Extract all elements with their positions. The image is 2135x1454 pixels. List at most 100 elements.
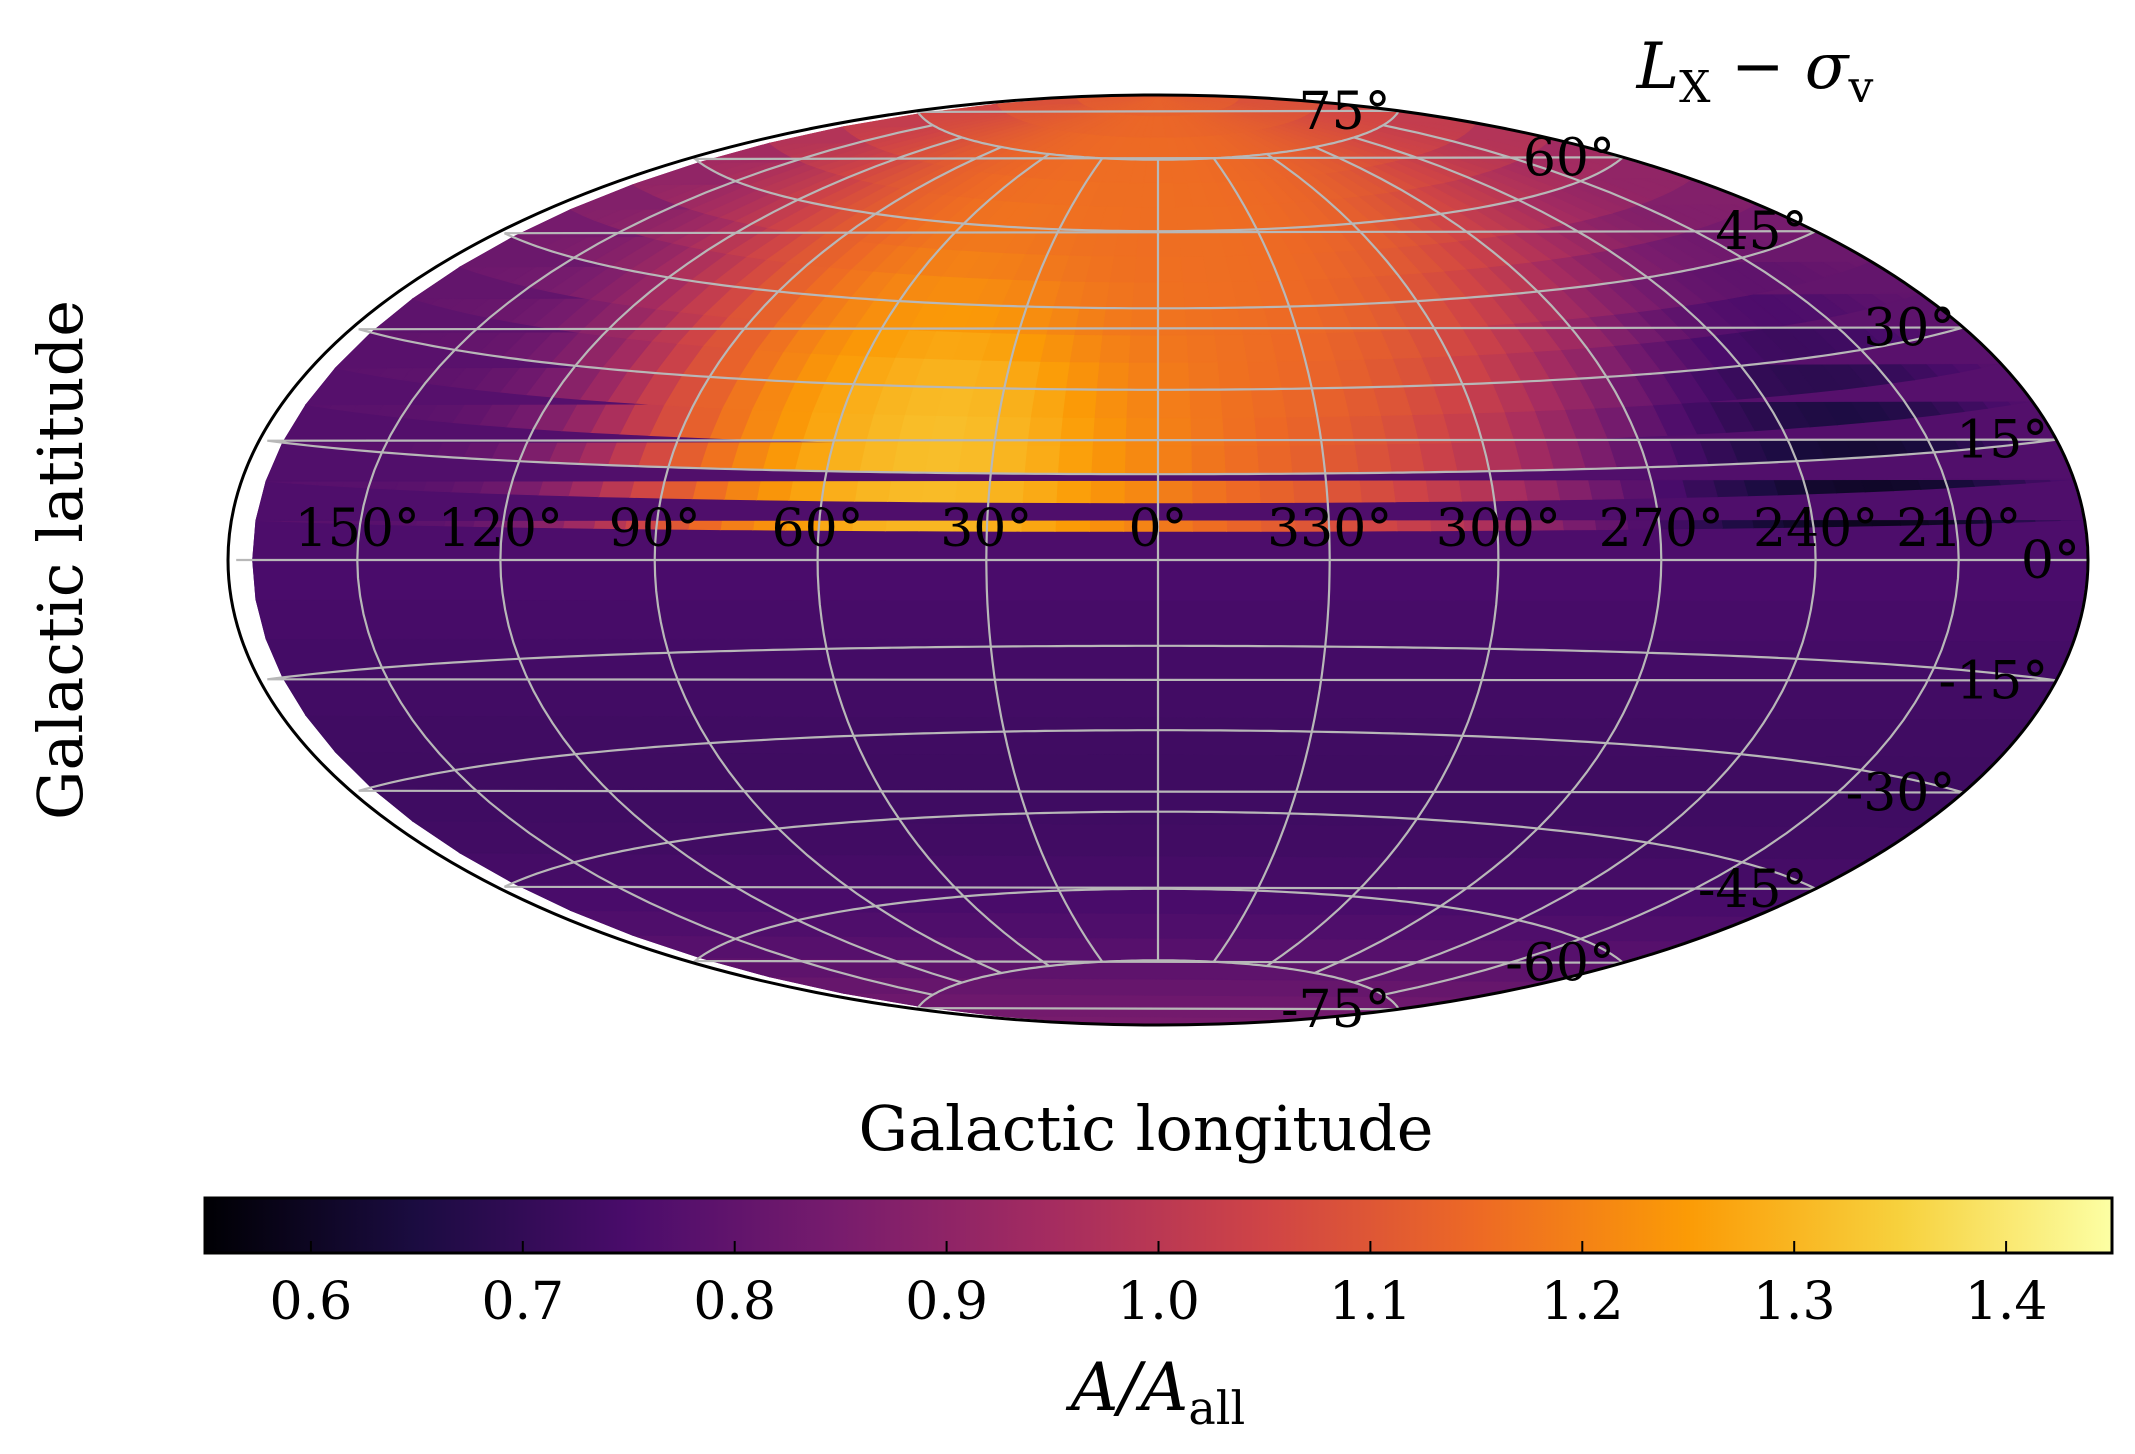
heatmap-cell — [1221, 416, 1258, 447]
latitude-tick-label: -15° — [1939, 651, 2049, 711]
colorbar-tick-label: 0.8 — [693, 1272, 776, 1332]
heatmap-cell — [1124, 417, 1159, 447]
heatmap-cell — [1095, 361, 1129, 391]
heatmap-cell — [1246, 360, 1282, 390]
latitude-tick-label: 75° — [1299, 82, 1391, 142]
heatmap-cell — [1029, 388, 1067, 418]
heatmap-cell — [1213, 333, 1248, 363]
heatmap-cell — [1093, 389, 1128, 419]
latitude-tick-label: -75° — [1281, 980, 1391, 1040]
longitude-tick-label: 90° — [609, 499, 701, 559]
heatmap-cell — [1157, 361, 1190, 391]
heatmap-cell — [1034, 360, 1070, 390]
heatmap-cell — [1321, 443, 1359, 474]
heatmap-cell — [1157, 307, 1187, 336]
colorbar-tick-label: 1.1 — [1329, 1272, 1412, 1332]
latitude-tick-label: 15° — [1956, 411, 2048, 471]
colorbar-tick-label: 0.6 — [270, 1272, 353, 1332]
latitude-tick-label: 0° — [2021, 531, 2080, 591]
colorbar: 0.6 0.7 0.8 0.9 1.0 1.1 1.2 1.3 1.4 A/Aall — [203, 1196, 2114, 1435]
colorbar-tick-label: 1.2 — [1541, 1272, 1624, 1332]
heatmap-cell — [304, 714, 2033, 758]
latitude-tick-label: 30° — [1863, 299, 1955, 359]
colorbar-tick-label: 0.7 — [481, 1272, 564, 1332]
latitude-tick-label: -60° — [1505, 934, 1615, 994]
heatmap-cell — [1223, 444, 1260, 475]
latitude-tick-label: -30° — [1846, 764, 1956, 824]
heatmap-cell — [1101, 307, 1133, 336]
heatmap-cell — [1157, 206, 1179, 232]
heatmap-cell — [1064, 361, 1100, 391]
heatmap-cell — [1123, 445, 1159, 475]
heatmap-cell — [1253, 416, 1290, 447]
heatmap-cell — [1157, 182, 1176, 208]
heatmap-cell — [1098, 334, 1131, 363]
heatmap-cell — [1255, 444, 1293, 475]
colorbar-ticks: 0.6 0.7 0.8 0.9 1.0 1.1 1.2 1.3 1.4 — [270, 1241, 2048, 1332]
latitude-tick-label: -45° — [1698, 860, 1808, 920]
heatmap-cells — [252, 95, 2088, 1025]
heatmap-cell — [1288, 444, 1326, 475]
heatmap-cell — [1183, 307, 1215, 336]
latitude-tick-label: 45° — [1715, 202, 1807, 262]
heatmap-cell — [1177, 230, 1204, 257]
heatmap-cell — [255, 598, 2086, 642]
heatmap-cell — [1189, 416, 1225, 447]
heatmap-cell — [1061, 388, 1097, 419]
heatmap-cell — [1056, 444, 1093, 475]
colorbar-tick-label: 1.3 — [1753, 1272, 1836, 1332]
heatmap-cell — [1133, 255, 1159, 283]
heatmap-cell — [1104, 281, 1135, 309]
heatmap-cell — [1418, 442, 1458, 473]
x-axis-label: Galactic longitude — [858, 1092, 1433, 1165]
heatmap-cell — [1137, 206, 1159, 232]
heatmap-cell — [1125, 389, 1159, 419]
heatmap-cell — [990, 444, 1028, 475]
heatmap-cell — [1157, 281, 1185, 309]
heatmap-cell — [411, 820, 1922, 860]
longitude-tick-label: 210° — [1896, 499, 2021, 559]
heatmap-cell — [1249, 388, 1287, 418]
heatmap-cell — [1190, 445, 1226, 475]
longitude-tick-label: 300° — [1436, 499, 1561, 559]
heatmap-cell — [1135, 230, 1159, 257]
heatmap-cell — [957, 443, 995, 474]
heatmap-cell — [1157, 255, 1183, 283]
longitude-tick-label: 330° — [1267, 499, 1392, 559]
longitude-tick-label: 120° — [438, 499, 563, 559]
heatmap-cell — [1210, 307, 1243, 336]
heatmap-cell — [1091, 416, 1127, 447]
heatmap-cell — [1157, 334, 1189, 363]
heatmap-cell — [1131, 281, 1159, 309]
heatmap-cell — [1090, 445, 1126, 475]
heatmap-cell — [1157, 230, 1181, 257]
latitude-tick-label: 60° — [1523, 128, 1615, 188]
heatmap-cell — [1127, 334, 1159, 363]
heatmap-cell — [1157, 445, 1193, 475]
longitude-tick-label: 270° — [1599, 499, 1724, 559]
heatmap-cell — [334, 751, 2003, 794]
longitude-tick-labels: 150° 120° 90° 60° 30° 0° 330° 300° 270° 240° 210° — [295, 499, 2022, 559]
heatmap-cell — [1187, 361, 1221, 391]
colorbar-tick-label: 1.4 — [1965, 1272, 2048, 1332]
heatmap-cell — [1157, 417, 1192, 447]
longitude-tick-label: 0° — [1128, 499, 1187, 559]
heatmap-cell — [1068, 333, 1103, 363]
heatmap-cell — [1179, 255, 1208, 283]
heatmap-cell — [1126, 361, 1159, 391]
heatmap-cell — [1353, 443, 1392, 474]
longitude-tick-label: 150° — [295, 499, 420, 559]
heatmap-cell — [281, 676, 2058, 720]
heatmap-cell — [1129, 307, 1159, 336]
heatmap-cell — [891, 442, 930, 474]
heatmap-cell — [1188, 389, 1223, 419]
heatmap-cell — [924, 443, 963, 474]
heatmap-cell — [1023, 444, 1061, 475]
heatmap-cell — [1386, 442, 1425, 474]
heatmap-cell — [1185, 334, 1218, 363]
heatmap-cell — [1157, 389, 1191, 419]
colorbar-tick-label: 1.0 — [1117, 1272, 1200, 1332]
colorbar-label: A/Aall — [1065, 1349, 1245, 1435]
heatmap-cell — [1219, 388, 1255, 419]
